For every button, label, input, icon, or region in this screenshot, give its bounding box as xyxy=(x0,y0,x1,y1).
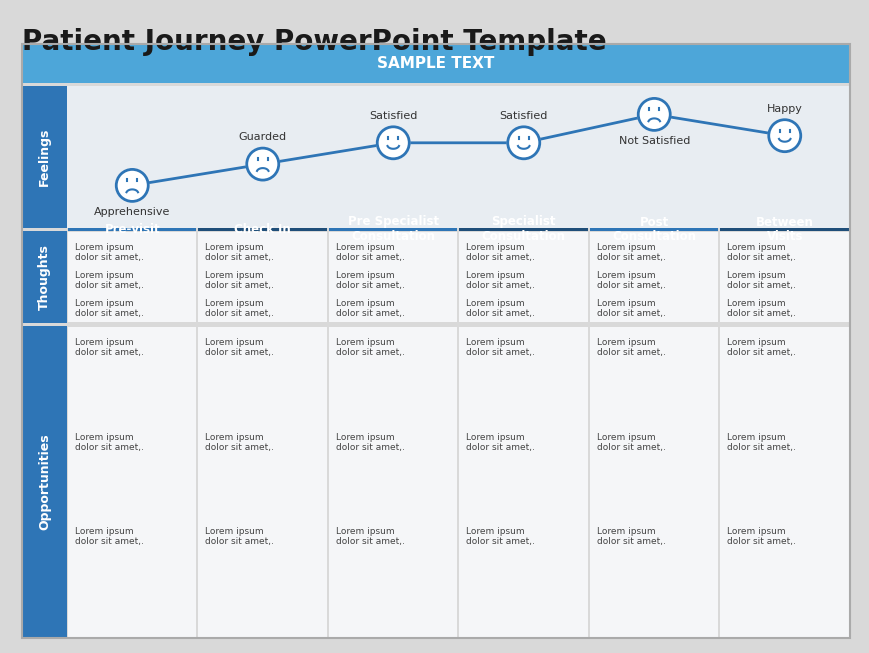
FancyBboxPatch shape xyxy=(68,327,196,637)
Text: Lorem ipsum
dolor sit amet,.: Lorem ipsum dolor sit amet,. xyxy=(596,432,665,452)
Text: Lorem ipsum
dolor sit amet,.: Lorem ipsum dolor sit amet,. xyxy=(75,243,143,263)
Text: Satisfied: Satisfied xyxy=(499,111,547,121)
FancyBboxPatch shape xyxy=(67,86,849,228)
FancyBboxPatch shape xyxy=(22,86,67,228)
Text: Lorem ipsum
dolor sit amet,.: Lorem ipsum dolor sit amet,. xyxy=(75,338,143,357)
Text: Opportunities: Opportunities xyxy=(38,434,51,530)
Text: SAMPLE TEXT: SAMPLE TEXT xyxy=(377,57,494,71)
Text: Specialist
Consultation: Specialist Consultation xyxy=(481,215,565,244)
Text: Lorem ipsum
dolor sit amet,.: Lorem ipsum dolor sit amet,. xyxy=(205,243,274,263)
Text: Lorem ipsum
dolor sit amet,.: Lorem ipsum dolor sit amet,. xyxy=(466,432,534,452)
Text: Lorem ipsum
dolor sit amet,.: Lorem ipsum dolor sit amet,. xyxy=(726,527,795,547)
Text: Check In: Check In xyxy=(234,223,291,236)
Text: Apprehensive: Apprehensive xyxy=(94,208,170,217)
Text: Lorem ipsum
dolor sit amet,.: Lorem ipsum dolor sit amet,. xyxy=(335,432,404,452)
Circle shape xyxy=(768,119,799,151)
Text: Lorem ipsum
dolor sit amet,.: Lorem ipsum dolor sit amet,. xyxy=(466,271,534,291)
Text: Between
Visits: Between Visits xyxy=(755,215,813,244)
FancyBboxPatch shape xyxy=(589,232,718,322)
FancyBboxPatch shape xyxy=(328,327,457,637)
FancyBboxPatch shape xyxy=(589,228,718,231)
Text: Lorem ipsum
dolor sit amet,.: Lorem ipsum dolor sit amet,. xyxy=(75,271,143,291)
Text: Post
Consultation: Post Consultation xyxy=(612,215,695,244)
Text: Lorem ipsum
dolor sit amet,.: Lorem ipsum dolor sit amet,. xyxy=(335,299,404,318)
FancyBboxPatch shape xyxy=(328,228,457,231)
Text: Lorem ipsum
dolor sit amet,.: Lorem ipsum dolor sit amet,. xyxy=(335,243,404,263)
Text: Lorem ipsum
dolor sit amet,.: Lorem ipsum dolor sit amet,. xyxy=(335,338,404,357)
Text: Lorem ipsum
dolor sit amet,.: Lorem ipsum dolor sit amet,. xyxy=(205,299,274,318)
Circle shape xyxy=(247,148,278,180)
FancyBboxPatch shape xyxy=(720,327,848,637)
Circle shape xyxy=(507,127,539,159)
Text: Lorem ipsum
dolor sit amet,.: Lorem ipsum dolor sit amet,. xyxy=(75,432,143,452)
Text: Lorem ipsum
dolor sit amet,.: Lorem ipsum dolor sit amet,. xyxy=(205,271,274,291)
Text: Pre-visit: Pre-visit xyxy=(104,223,160,236)
Text: Lorem ipsum
dolor sit amet,.: Lorem ipsum dolor sit amet,. xyxy=(205,432,274,452)
Text: Thoughts: Thoughts xyxy=(38,244,51,310)
FancyBboxPatch shape xyxy=(459,228,587,231)
Text: Lorem ipsum
dolor sit amet,.: Lorem ipsum dolor sit amet,. xyxy=(726,243,795,263)
Text: Lorem ipsum
dolor sit amet,.: Lorem ipsum dolor sit amet,. xyxy=(596,299,665,318)
Text: Lorem ipsum
dolor sit amet,.: Lorem ipsum dolor sit amet,. xyxy=(466,338,534,357)
Text: Lorem ipsum
dolor sit amet,.: Lorem ipsum dolor sit amet,. xyxy=(596,338,665,357)
Text: Lorem ipsum
dolor sit amet,.: Lorem ipsum dolor sit amet,. xyxy=(596,271,665,291)
Text: Not Satisfied: Not Satisfied xyxy=(618,136,689,146)
FancyBboxPatch shape xyxy=(459,327,587,637)
Circle shape xyxy=(116,169,148,201)
FancyBboxPatch shape xyxy=(589,327,718,637)
FancyBboxPatch shape xyxy=(68,228,196,231)
Text: Lorem ipsum
dolor sit amet,.: Lorem ipsum dolor sit amet,. xyxy=(466,299,534,318)
Text: Lorem ipsum
dolor sit amet,.: Lorem ipsum dolor sit amet,. xyxy=(726,432,795,452)
Text: Lorem ipsum
dolor sit amet,.: Lorem ipsum dolor sit amet,. xyxy=(596,527,665,547)
Text: Satisfied: Satisfied xyxy=(368,111,417,121)
Text: Lorem ipsum
dolor sit amet,.: Lorem ipsum dolor sit amet,. xyxy=(726,338,795,357)
Text: Feelings: Feelings xyxy=(38,128,51,186)
Text: Lorem ipsum
dolor sit amet,.: Lorem ipsum dolor sit amet,. xyxy=(466,527,534,547)
Text: Lorem ipsum
dolor sit amet,.: Lorem ipsum dolor sit amet,. xyxy=(596,243,665,263)
Text: Lorem ipsum
dolor sit amet,.: Lorem ipsum dolor sit amet,. xyxy=(335,271,404,291)
Text: Lorem ipsum
dolor sit amet,.: Lorem ipsum dolor sit amet,. xyxy=(335,527,404,547)
FancyBboxPatch shape xyxy=(22,326,67,638)
Circle shape xyxy=(638,99,669,131)
FancyBboxPatch shape xyxy=(22,45,849,83)
Text: Happy: Happy xyxy=(766,104,802,114)
Text: Lorem ipsum
dolor sit amet,.: Lorem ipsum dolor sit amet,. xyxy=(726,271,795,291)
FancyBboxPatch shape xyxy=(328,232,457,322)
FancyBboxPatch shape xyxy=(459,232,587,322)
FancyBboxPatch shape xyxy=(68,232,196,322)
FancyBboxPatch shape xyxy=(198,228,327,231)
Text: Guarded: Guarded xyxy=(238,132,287,142)
Text: Lorem ipsum
dolor sit amet,.: Lorem ipsum dolor sit amet,. xyxy=(75,527,143,547)
FancyBboxPatch shape xyxy=(198,327,327,637)
FancyBboxPatch shape xyxy=(22,231,67,323)
Text: Patient Journey PowerPoint Template: Patient Journey PowerPoint Template xyxy=(22,28,606,56)
Text: Lorem ipsum
dolor sit amet,.: Lorem ipsum dolor sit amet,. xyxy=(726,299,795,318)
FancyBboxPatch shape xyxy=(720,232,848,322)
Circle shape xyxy=(377,127,408,159)
Text: Lorem ipsum
dolor sit amet,.: Lorem ipsum dolor sit amet,. xyxy=(466,243,534,263)
Text: Lorem ipsum
dolor sit amet,.: Lorem ipsum dolor sit amet,. xyxy=(205,338,274,357)
FancyBboxPatch shape xyxy=(720,228,848,231)
FancyBboxPatch shape xyxy=(198,232,327,322)
Text: Lorem ipsum
dolor sit amet,.: Lorem ipsum dolor sit amet,. xyxy=(75,299,143,318)
Text: Lorem ipsum
dolor sit amet,.: Lorem ipsum dolor sit amet,. xyxy=(205,527,274,547)
Text: Pre Specialist
Consultation: Pre Specialist Consultation xyxy=(348,215,438,244)
